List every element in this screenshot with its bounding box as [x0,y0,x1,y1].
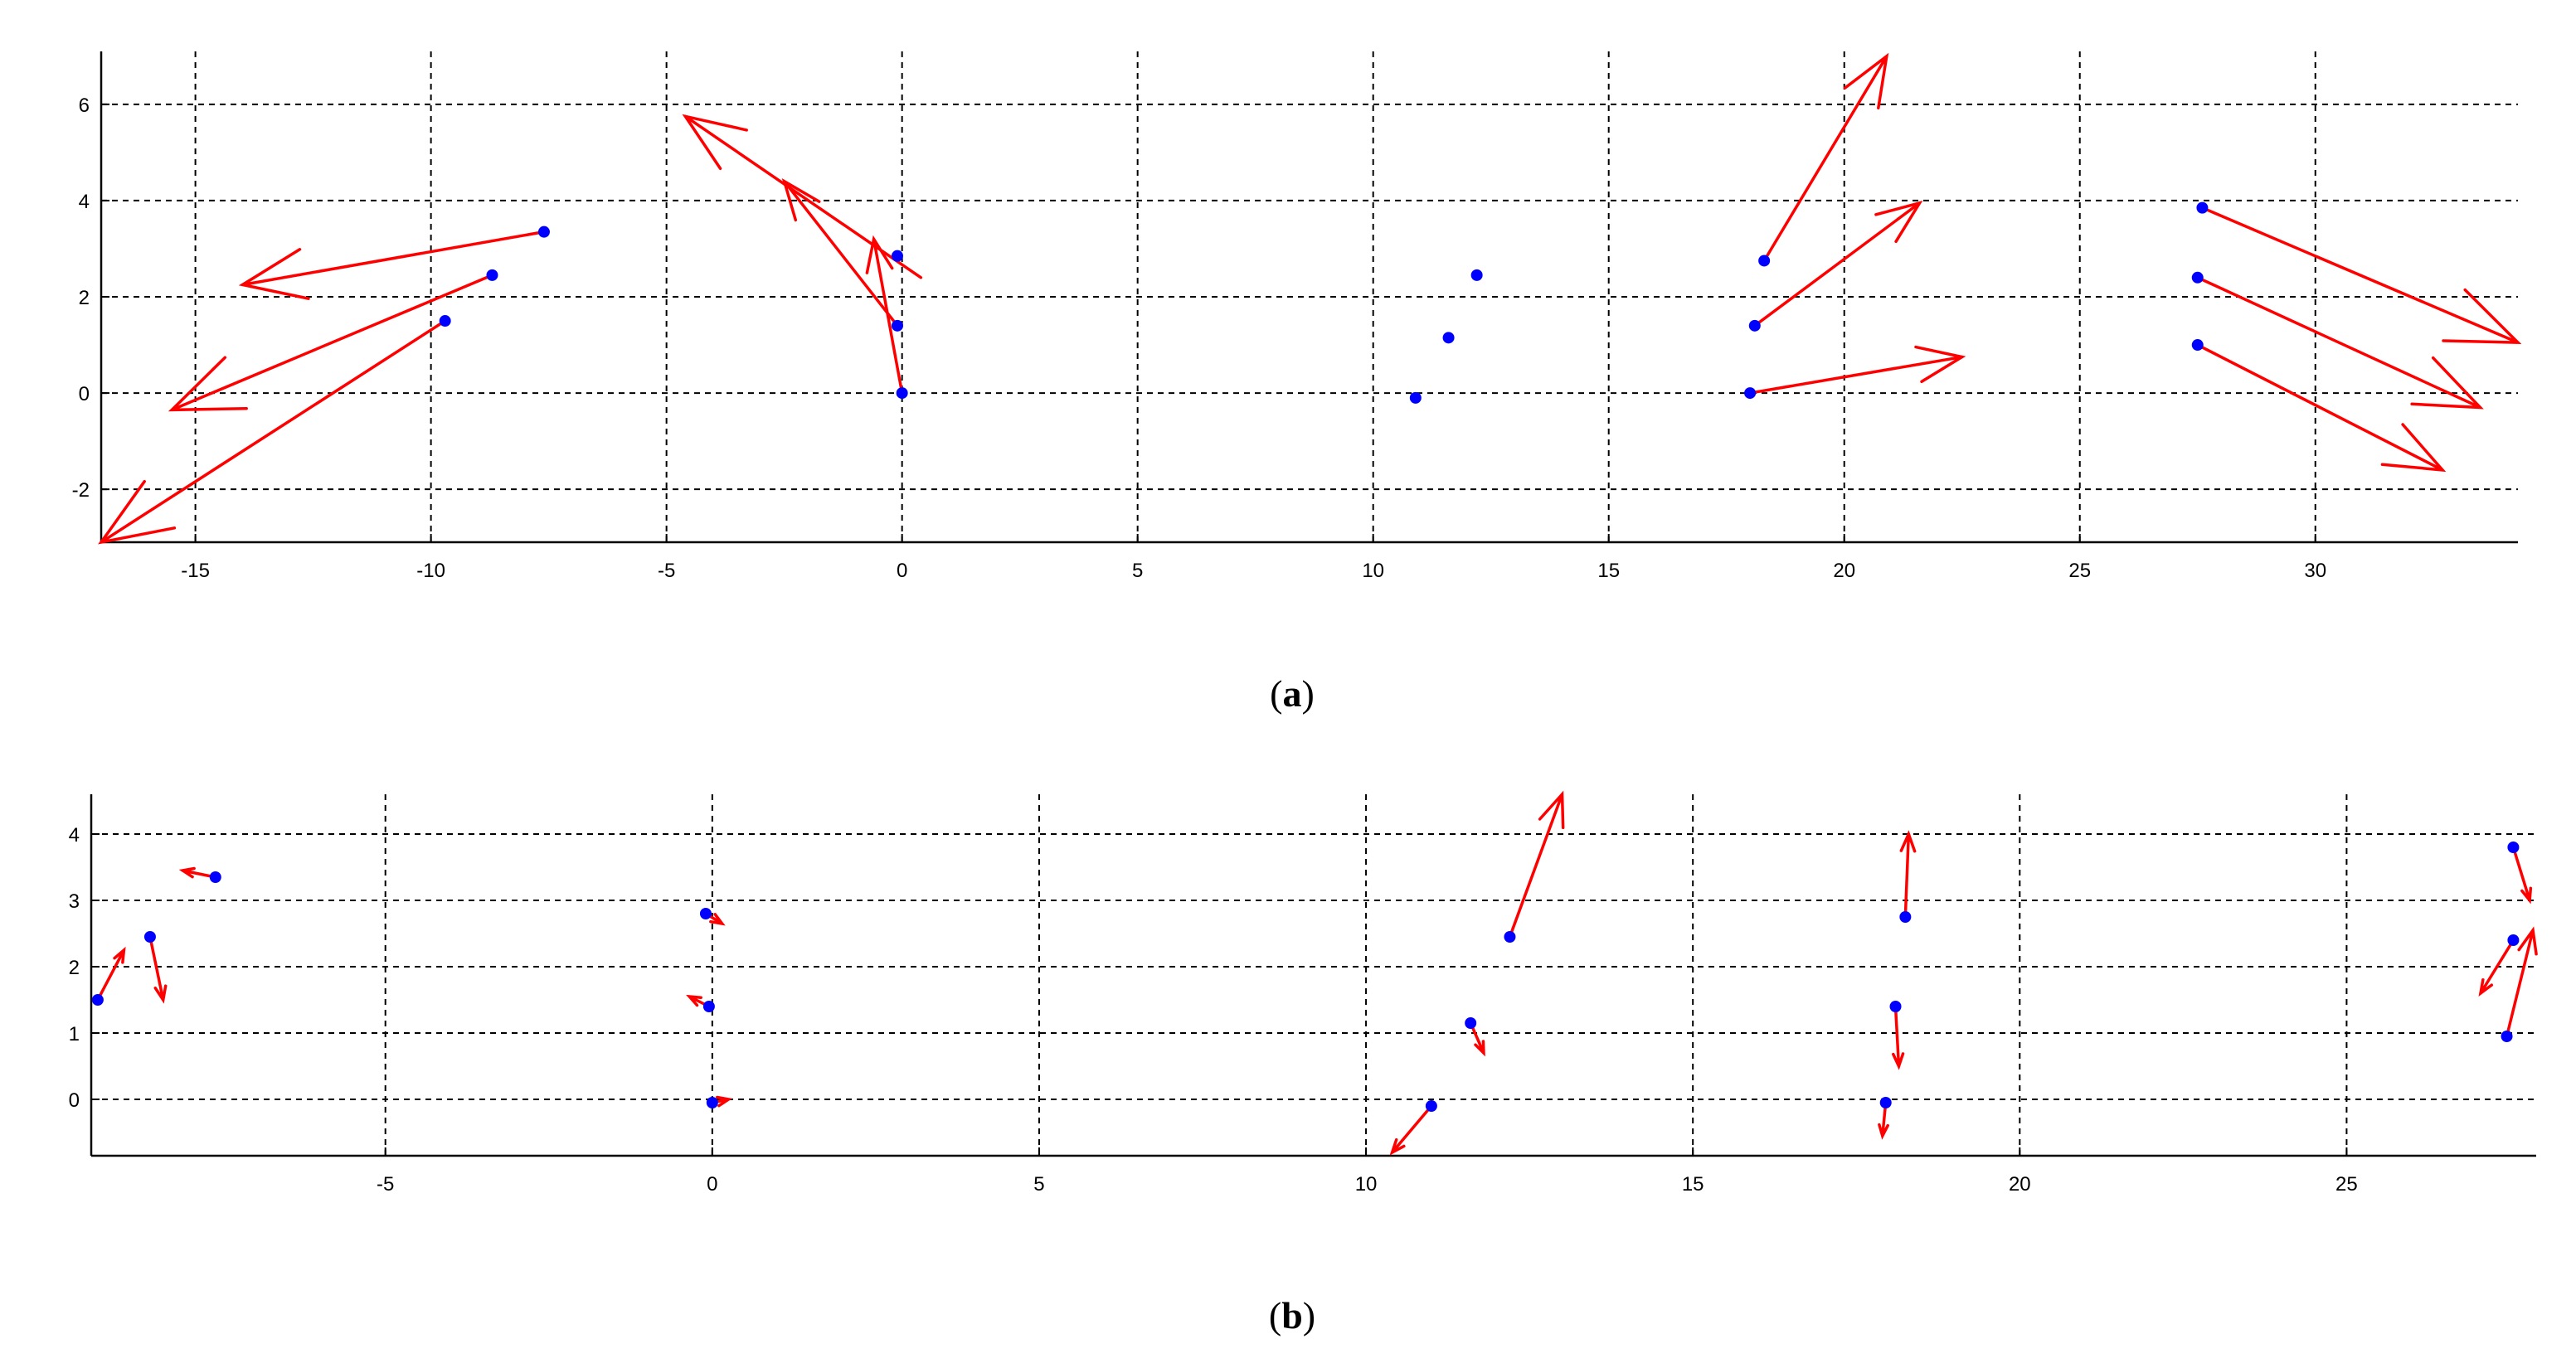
data-point [891,319,903,332]
data-point [1470,269,1483,281]
data-point [706,1097,718,1108]
vector-arrow [781,177,899,327]
vector-arrow [1748,345,1966,395]
data-point [2501,1031,2513,1042]
x-tick-label: 5 [1033,1173,1044,1196]
y-tick-label: 0 [69,1089,80,1112]
vector-arrow [148,935,168,1004]
vector-arrow [96,946,126,1002]
vector-arrow [682,114,923,279]
x-tick-label: 20 [2009,1173,2031,1196]
data-point [702,1001,715,1012]
data-point [1758,255,1771,267]
data-point [1409,391,1422,404]
vector-arrow [98,319,447,545]
x-tick-label: -10 [416,560,445,582]
x-tick-label: 0 [707,1173,717,1196]
x-tick-label: -15 [181,560,210,582]
vector-arrow [238,230,546,300]
data-point [2507,934,2520,946]
x-tick-label: 15 [1682,1173,1704,1196]
data-point [1889,1001,1902,1012]
vector-arrow [2195,343,2447,473]
x-tick-label: 0 [897,560,907,582]
data-point [1442,332,1455,344]
vector-arrow [1753,201,1923,327]
y-tick-label: 6 [79,95,90,117]
data-point [209,871,221,883]
y-tick-label: 3 [69,890,80,913]
panel-a: -15 -10 -5 0 5 10 15 20 25 30 -2 0 2 4 6 [72,51,2522,582]
data-point [2196,201,2209,214]
y-tick-label: 1 [69,1023,80,1045]
data-point [896,387,908,400]
data-point [891,250,903,262]
data-point [486,269,498,281]
y-tick-label: 4 [69,824,80,846]
vector-arrow [1762,52,1889,263]
y-tick-label: -2 [72,479,90,502]
data-point [143,931,156,943]
x-tick-label: 5 [1132,560,1143,582]
x-tick-label: -5 [377,1173,394,1196]
data-point [1465,1017,1477,1029]
vector-arrow [865,235,904,395]
vector-arrow [2511,846,2533,905]
vector-arrow [2505,926,2538,1038]
x-tick-label: 10 [1362,560,1384,582]
data-point [1504,931,1516,943]
caption-a: (a) [1270,672,1315,715]
data-point [699,908,712,919]
vector-arrow [2195,276,2484,410]
data-point [91,994,104,1006]
data-point [537,226,550,238]
data-point [1748,319,1761,332]
x-tick-label: 10 [1355,1173,1378,1196]
data-point [1744,387,1757,400]
data-point [1899,911,1912,923]
x-tick-label: -5 [658,560,675,582]
data-point [2191,271,2204,284]
x-tick-label: 25 [2335,1173,2358,1196]
caption-b: (b) [1269,1294,1315,1336]
data-point [1879,1097,1892,1108]
vector-arrow [1389,1104,1433,1156]
x-tick-label: 20 [1833,560,1855,582]
vector-arrow [1899,830,1917,919]
data-point [2191,339,2204,352]
data-point [1425,1100,1437,1112]
vector-arrow [2200,206,2522,344]
panel-b: -5 0 5 10 15 20 25 0 1 2 3 4 [69,790,2538,1196]
vector-arrow [1508,790,1565,939]
vector-arrow [2478,939,2515,997]
vector-arrow [1892,1005,1905,1070]
data-point [439,315,451,327]
x-tick-label: 30 [2304,560,2326,582]
x-tick-label: 25 [2068,560,2091,582]
y-tick-label: 2 [79,287,90,309]
y-tick-label: 4 [79,191,90,213]
y-tick-label: 0 [79,383,90,405]
y-tick-label: 2 [69,957,80,979]
data-point [2507,842,2520,853]
vector-arrow [168,274,494,412]
x-tick-label: 15 [1597,560,1620,582]
